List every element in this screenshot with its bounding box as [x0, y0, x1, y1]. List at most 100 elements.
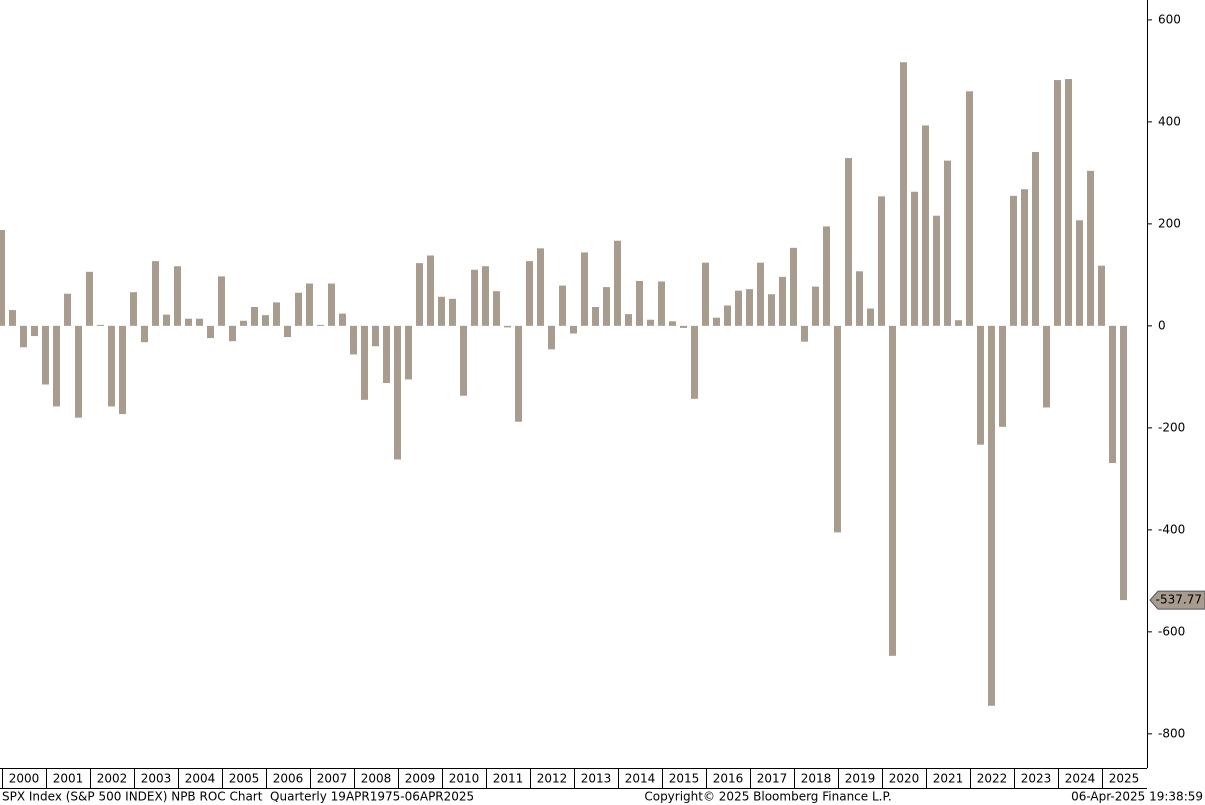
- x-tick-label: 2007: [317, 772, 348, 786]
- bar: [273, 302, 280, 326]
- bar: [592, 306, 599, 326]
- x-tick-label: 2009: [405, 772, 436, 786]
- x-tick-label: 2018: [801, 772, 832, 786]
- bar: [845, 158, 852, 326]
- bar: [669, 321, 676, 326]
- bar: [1087, 170, 1094, 326]
- x-tick-label: 2015: [669, 772, 700, 786]
- bar: [504, 325, 511, 328]
- bar: [647, 319, 654, 326]
- bar: [911, 191, 918, 326]
- x-tick-label: 2021: [933, 772, 964, 786]
- last-value-tag: [1149, 590, 1205, 610]
- bar: [680, 325, 687, 328]
- bar: [889, 325, 896, 656]
- bar: [108, 325, 115, 407]
- bar: [779, 276, 786, 326]
- bar: [856, 271, 863, 326]
- bar: [185, 318, 192, 326]
- bar: [0, 229, 5, 326]
- bar: [306, 283, 313, 326]
- bar: [207, 325, 214, 339]
- y-tick-label: 400: [1158, 114, 1181, 128]
- bar: [493, 291, 500, 326]
- bar: [1098, 265, 1105, 326]
- bar: [471, 269, 478, 326]
- x-tick-label: 2013: [581, 772, 612, 786]
- bar: [658, 281, 665, 326]
- bar: [559, 285, 566, 326]
- y-tick-label: -400: [1158, 522, 1185, 536]
- bar: [768, 294, 775, 326]
- bar: [141, 325, 148, 343]
- bar: [834, 325, 841, 533]
- bar: [75, 325, 82, 418]
- bar: [284, 325, 291, 338]
- bar: [526, 261, 533, 326]
- bar: [328, 283, 335, 326]
- bar: [746, 289, 753, 326]
- x-tick-label: 2014: [625, 772, 656, 786]
- x-tick-label: 2006: [273, 772, 304, 786]
- bar: [405, 325, 412, 380]
- x-tick-label: 2005: [229, 772, 260, 786]
- x-tick-label: 2024: [1065, 772, 1096, 786]
- bar: [449, 298, 456, 326]
- bar: [977, 325, 984, 445]
- y-tick-label: 200: [1158, 216, 1181, 230]
- x-tick-label: 2012: [537, 772, 568, 786]
- bar: [350, 325, 357, 355]
- y-tick-label: 0: [1158, 318, 1166, 332]
- bar: [625, 314, 632, 326]
- bar: [427, 255, 434, 326]
- bar: [614, 240, 621, 326]
- bar: [317, 324, 324, 326]
- bar: [119, 325, 126, 415]
- y-tick-label: -600: [1158, 624, 1185, 638]
- bar: [713, 317, 720, 326]
- y-tick-label: -200: [1158, 420, 1185, 434]
- bar: [823, 226, 830, 326]
- bar: [383, 325, 390, 383]
- bar: [812, 286, 819, 326]
- bar: [229, 325, 236, 342]
- bar: [999, 325, 1006, 427]
- bar: [724, 305, 731, 326]
- bar: [691, 325, 698, 399]
- x-tick-label: 2016: [713, 772, 744, 786]
- y-tick-label: 600: [1158, 12, 1181, 26]
- x-tick-label: 2025: [1109, 772, 1140, 786]
- bar: [1076, 220, 1083, 326]
- bar: [515, 325, 522, 422]
- bar: [460, 325, 467, 396]
- bar: [1043, 325, 1050, 408]
- bar: [9, 310, 16, 326]
- x-tick-label: 2004: [185, 772, 216, 786]
- bar: [867, 308, 874, 326]
- bar: [196, 318, 203, 326]
- bar: [53, 325, 60, 407]
- bar: [801, 325, 808, 342]
- bar: [570, 325, 577, 334]
- x-tick-label: 2002: [97, 772, 128, 786]
- bar: [988, 325, 995, 706]
- bar: [548, 325, 555, 350]
- bar: [42, 325, 49, 385]
- bar: [97, 324, 104, 326]
- bar: [603, 287, 610, 326]
- bar: [416, 263, 423, 326]
- bar: [163, 314, 170, 326]
- bar: [955, 320, 962, 326]
- bar: [1120, 325, 1127, 601]
- bar: [1065, 79, 1072, 326]
- footer-left: SPX Index (S&P 500 INDEX) NPB ROC Chart …: [2, 790, 474, 804]
- bar: [636, 280, 643, 326]
- x-tick-label: 2008: [361, 772, 392, 786]
- bar: [735, 290, 742, 326]
- bar: [581, 252, 588, 326]
- x-tick-label: 2019: [845, 772, 876, 786]
- bar: [251, 306, 258, 326]
- bar: [339, 313, 346, 326]
